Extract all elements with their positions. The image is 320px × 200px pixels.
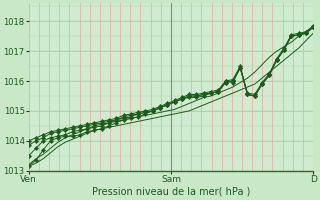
X-axis label: Pression niveau de la mer( hPa ): Pression niveau de la mer( hPa ) [92, 187, 250, 197]
